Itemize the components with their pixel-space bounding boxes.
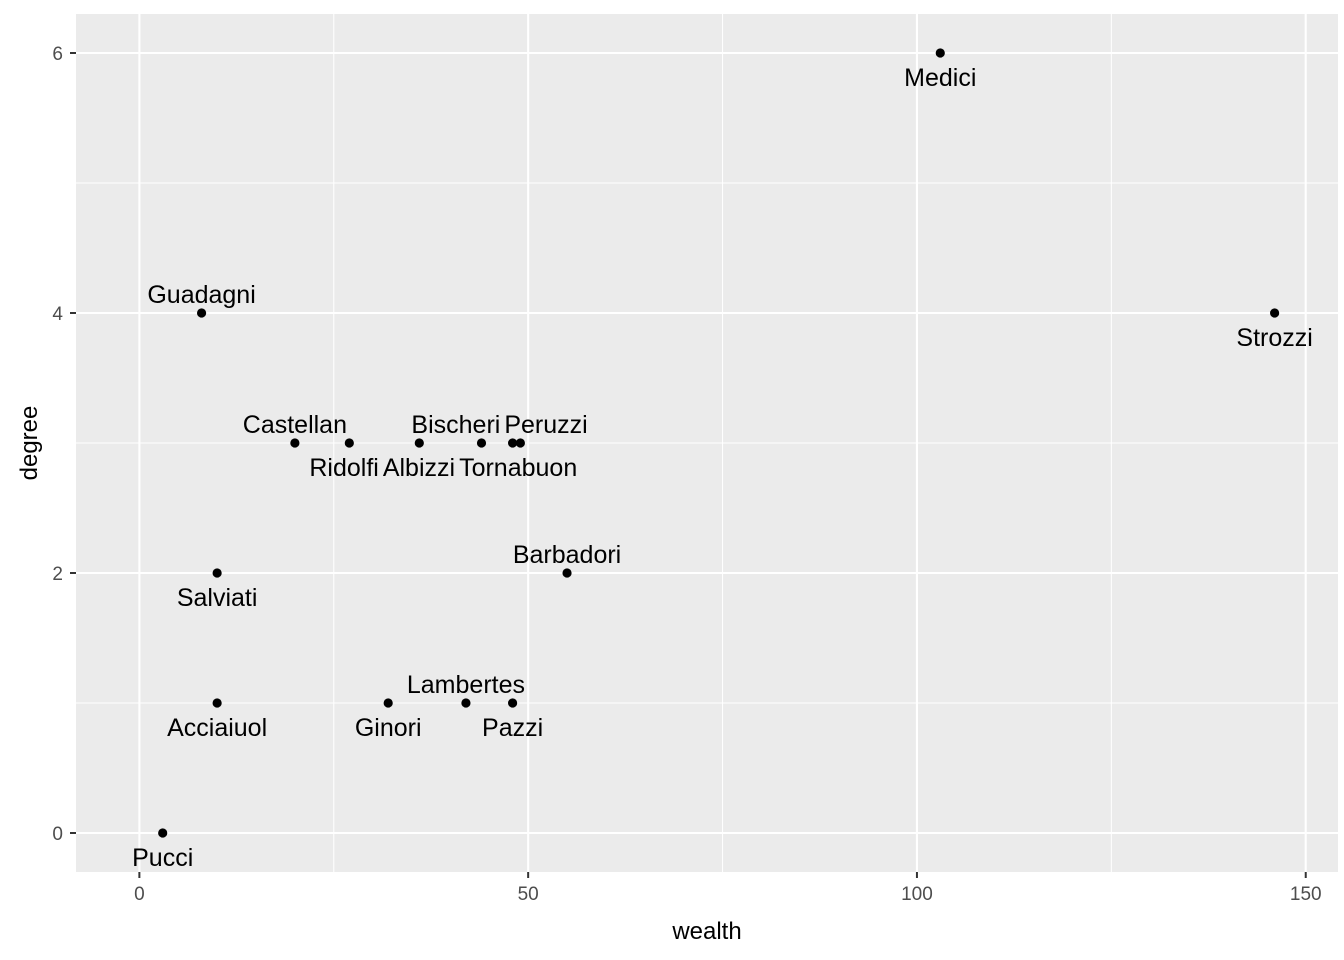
x-tick-label: 100 [901, 884, 933, 905]
data-point [935, 48, 945, 58]
data-point [508, 438, 518, 448]
point-label: Strozzi [1236, 324, 1312, 352]
y-tick-label: 0 [52, 824, 63, 845]
point-label: Albizzi [383, 454, 455, 482]
point-label: Pucci [132, 844, 193, 872]
data-point [414, 438, 424, 448]
y-tick-label: 2 [52, 564, 63, 585]
x-axis-title: wealth [671, 918, 741, 945]
axis-tick-labels: 0 50 100 150 0 2 4 6 [52, 44, 1321, 905]
point-label: Tornabuon [459, 454, 577, 482]
data-point [562, 568, 572, 578]
point-label: Lambertes [407, 671, 525, 699]
data-points [158, 48, 1280, 838]
point-label: Ridolfi [309, 454, 378, 482]
y-axis-title: degree [16, 406, 43, 481]
point-label: Acciaiuol [167, 714, 267, 742]
data-point [1270, 308, 1280, 318]
point-label: Ginori [355, 714, 422, 742]
point-label: Barbadori [513, 541, 621, 569]
data-point [515, 438, 525, 448]
point-label: Bischeri [411, 411, 500, 439]
point-label: Guadagni [147, 281, 255, 309]
data-point [461, 698, 471, 708]
y-tick-label: 4 [52, 304, 63, 325]
data-point [476, 438, 487, 448]
data-point [383, 698, 393, 708]
minor-gridlines [76, 14, 1338, 872]
point-label: Peruzzi [504, 411, 587, 439]
point-labels: Acciaiuol Albizzi Barbadori Bischeri Castell… [132, 64, 1313, 872]
data-point [196, 308, 207, 318]
x-tick-label: 150 [1290, 884, 1322, 905]
major-gridlines [76, 14, 1338, 872]
data-point [212, 568, 222, 578]
data-point [158, 828, 168, 838]
data-point [212, 698, 222, 708]
point-label: Salviati [177, 584, 258, 612]
data-point [290, 438, 300, 448]
point-label: Medici [904, 64, 976, 92]
y-tick-label: 6 [52, 44, 63, 65]
x-tick-label: 0 [134, 884, 145, 905]
axis-ticks [70, 52, 1307, 878]
point-label: Castellan [243, 411, 347, 439]
data-point [508, 698, 518, 708]
x-tick-label: 50 [518, 884, 539, 905]
point-label: Pazzi [482, 714, 543, 742]
data-point [344, 438, 354, 448]
